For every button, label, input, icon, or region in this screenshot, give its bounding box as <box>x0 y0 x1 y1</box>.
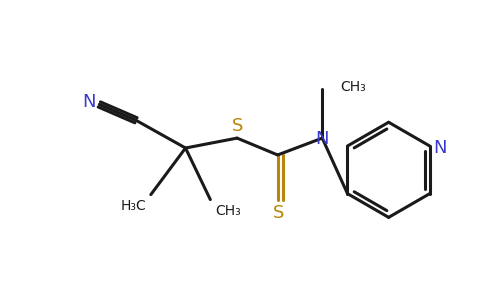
Text: CH₃: CH₃ <box>340 80 366 94</box>
Text: H₃C: H₃C <box>120 200 146 214</box>
Text: S: S <box>232 117 244 135</box>
Text: N: N <box>316 130 329 148</box>
Text: S: S <box>273 204 284 222</box>
Text: N: N <box>83 93 96 111</box>
Text: N: N <box>433 139 446 157</box>
Text: CH₃: CH₃ <box>215 204 241 218</box>
